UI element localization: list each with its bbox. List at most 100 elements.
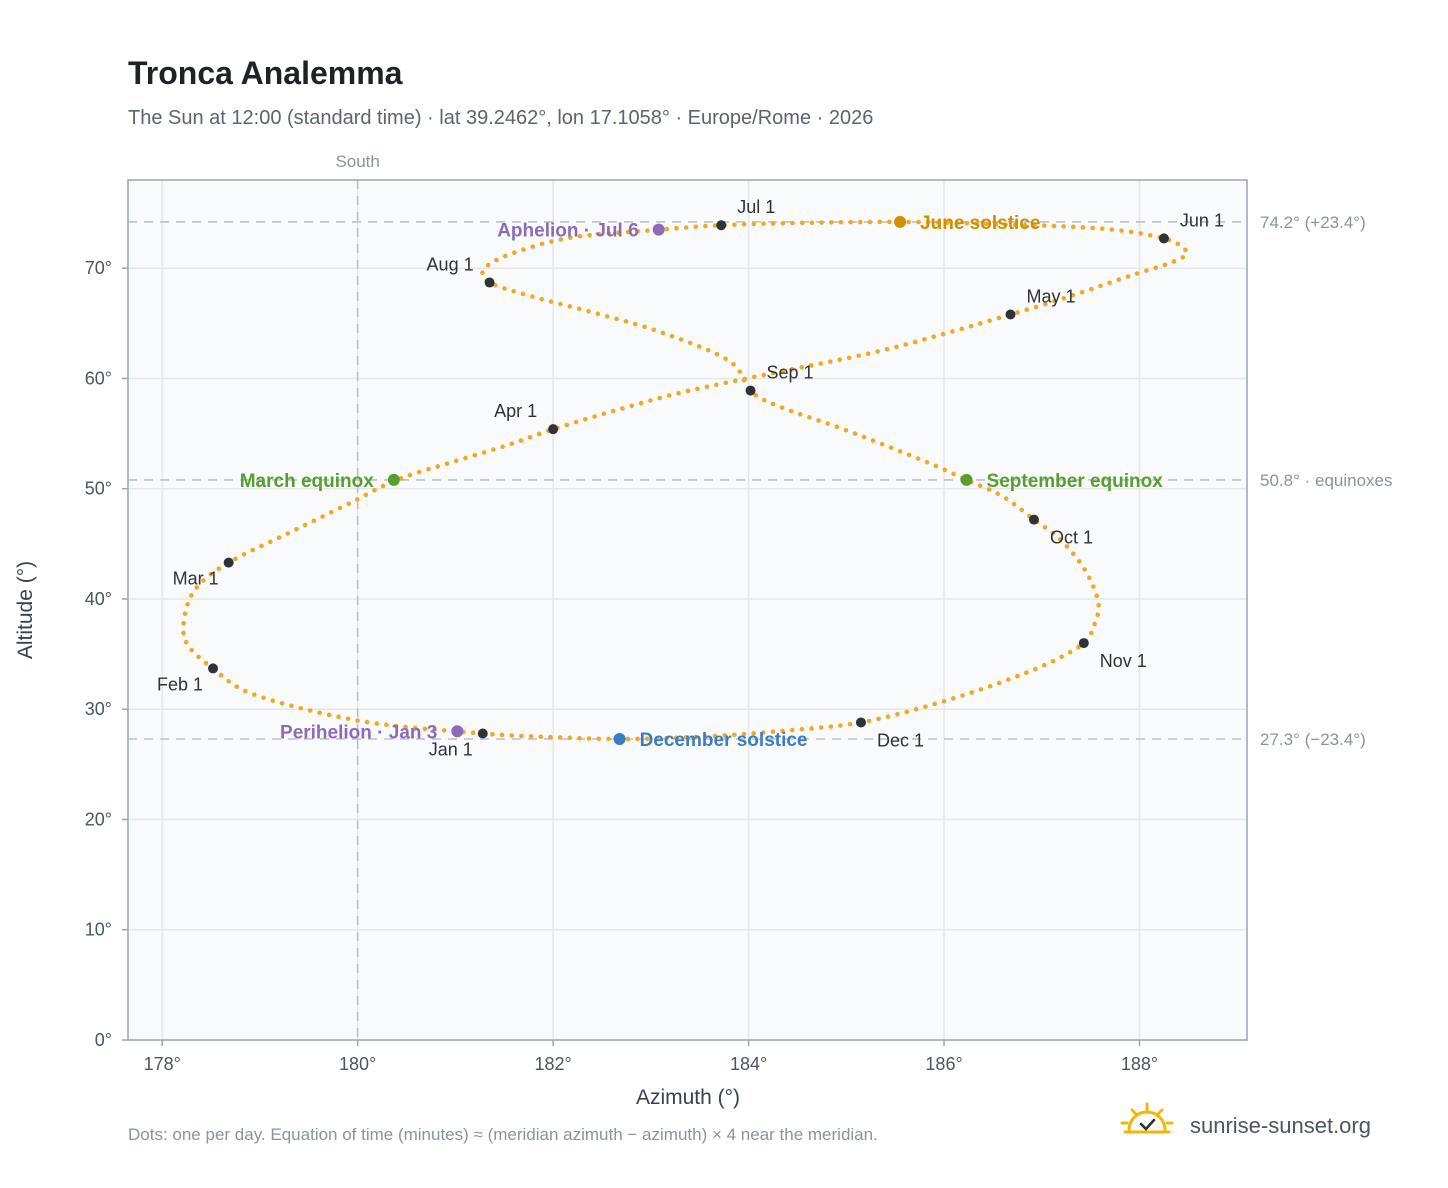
daily-sun-dot bbox=[834, 424, 840, 430]
daily-sun-dot bbox=[761, 397, 767, 403]
daily-sun-dot bbox=[664, 226, 670, 232]
daily-sun-dot bbox=[1088, 630, 1094, 636]
daily-sun-dot bbox=[530, 294, 535, 299]
daily-sun-dot bbox=[954, 220, 960, 226]
daily-sun-dot bbox=[843, 427, 849, 433]
daily-sun-dot bbox=[657, 395, 663, 401]
daily-sun-dot bbox=[276, 535, 282, 541]
daily-sun-dot bbox=[463, 455, 468, 461]
daily-sun-dot bbox=[789, 366, 795, 372]
month-marker-label: Feb 1 bbox=[157, 674, 203, 694]
daily-sun-dot bbox=[867, 219, 873, 225]
y-axis-ticks: 0° 10° 20° 30° 40° 50° 60° 70° bbox=[85, 258, 128, 1050]
daily-sun-dot bbox=[799, 364, 805, 370]
daily-sun-dot bbox=[666, 393, 672, 398]
daily-sun-dot bbox=[1175, 241, 1181, 247]
daily-sun-dot bbox=[499, 732, 505, 738]
daily-sun-dot bbox=[1090, 225, 1095, 231]
daily-sun-dot bbox=[512, 250, 517, 255]
daily-sun-dot bbox=[587, 232, 592, 238]
daily-sun-dot bbox=[1138, 231, 1144, 236]
daily-sun-dot bbox=[509, 733, 515, 738]
month-marker-dot bbox=[1005, 309, 1016, 320]
daily-sun-dot bbox=[270, 698, 276, 703]
daily-sun-dot bbox=[1180, 255, 1186, 260]
daily-sun-dot bbox=[644, 736, 650, 741]
daily-sun-dot bbox=[852, 431, 858, 436]
daily-sun-dot bbox=[1061, 295, 1067, 301]
daily-sun-dot bbox=[858, 219, 863, 225]
daily-sun-dot bbox=[942, 467, 948, 473]
daily-sun-dot bbox=[1087, 575, 1092, 581]
daily-sun-dot bbox=[825, 421, 831, 426]
daily-sun-dot bbox=[625, 736, 631, 742]
daily-sun-dot bbox=[761, 372, 767, 378]
daily-sun-dot bbox=[494, 257, 499, 263]
daily-sun-dot bbox=[1076, 559, 1082, 564]
daily-sun-dot bbox=[1061, 224, 1066, 229]
daily-sun-dot bbox=[837, 357, 843, 363]
daily-sun-dot bbox=[923, 704, 928, 709]
daily-sun-dot bbox=[183, 639, 189, 645]
daily-sun-dot bbox=[432, 727, 437, 732]
event-marker-dot bbox=[613, 733, 626, 745]
daily-sun-dot bbox=[380, 483, 386, 489]
daily-sun-dot bbox=[1116, 277, 1122, 282]
daily-sun-dot bbox=[1012, 222, 1018, 228]
daily-sun-dot bbox=[696, 344, 702, 349]
event-marker-dot bbox=[451, 725, 464, 738]
daily-sun-dot bbox=[500, 444, 505, 450]
daily-sun-dot bbox=[346, 501, 351, 507]
daily-sun-dot bbox=[259, 543, 264, 549]
daily-sun-dot bbox=[1033, 304, 1039, 310]
daily-sun-dot bbox=[1070, 551, 1076, 557]
daily-sun-dot bbox=[931, 334, 937, 340]
daily-sun-dot bbox=[374, 721, 380, 726]
event-marker-label: September equinox bbox=[987, 471, 1164, 492]
daily-sun-dot bbox=[847, 721, 853, 727]
daily-sun-dot bbox=[1070, 292, 1076, 298]
daily-sun-dot bbox=[520, 291, 526, 297]
daily-sun-dot bbox=[557, 735, 563, 740]
daily-sun-dot bbox=[188, 593, 194, 598]
daily-sun-dot bbox=[935, 220, 941, 225]
daily-sun-dot bbox=[441, 728, 447, 733]
daily-sun-dot bbox=[1032, 223, 1037, 228]
daily-sun-dot bbox=[196, 654, 201, 660]
daily-sun-dot bbox=[226, 679, 231, 684]
daily-sun-dot bbox=[233, 556, 238, 562]
event-marker-label: June solstice bbox=[920, 213, 1040, 234]
brand-name: sunrise-sunset.org bbox=[1190, 1113, 1371, 1138]
month-marker-label: Apr 1 bbox=[494, 401, 537, 421]
daily-sun-dot bbox=[567, 304, 573, 309]
month-marker-label: Dec 1 bbox=[877, 730, 924, 750]
daily-sun-dot bbox=[635, 228, 641, 234]
event-marker-label: Aphelion · Jul 6 bbox=[497, 221, 638, 242]
daily-sun-dot bbox=[250, 547, 256, 553]
reference-label: 50.8° · equinoxes bbox=[1260, 471, 1393, 490]
daily-sun-dot bbox=[770, 729, 776, 735]
daily-sun-dot bbox=[1162, 262, 1168, 268]
daily-sun-dot bbox=[481, 450, 487, 455]
daily-sun-dot bbox=[903, 342, 909, 347]
daily-sun-dot bbox=[604, 314, 610, 319]
daily-sun-dot bbox=[693, 224, 699, 230]
sun-check-icon bbox=[1120, 1102, 1174, 1134]
daily-sun-dot bbox=[741, 221, 747, 227]
daily-sun-dot bbox=[1079, 289, 1085, 295]
daily-sun-dot bbox=[809, 726, 814, 731]
daily-sun-dot bbox=[678, 337, 684, 342]
daily-sun-dot bbox=[285, 531, 291, 536]
daily-sun-dot bbox=[629, 403, 635, 409]
daily-sun-dot bbox=[519, 733, 524, 739]
daily-sun-dot bbox=[693, 734, 698, 740]
daily-sun-dot bbox=[610, 408, 616, 414]
daily-sun-dot bbox=[538, 734, 544, 739]
daily-sun-dot bbox=[539, 296, 544, 302]
month-marker-label: Jan 1 bbox=[429, 739, 473, 759]
daily-sun-dot bbox=[645, 228, 650, 233]
daily-sun-dot bbox=[1119, 228, 1124, 233]
daily-sun-dot bbox=[1050, 658, 1056, 664]
daily-sun-dot bbox=[601, 411, 607, 417]
month-marker-label: Jun 1 bbox=[1180, 210, 1224, 230]
